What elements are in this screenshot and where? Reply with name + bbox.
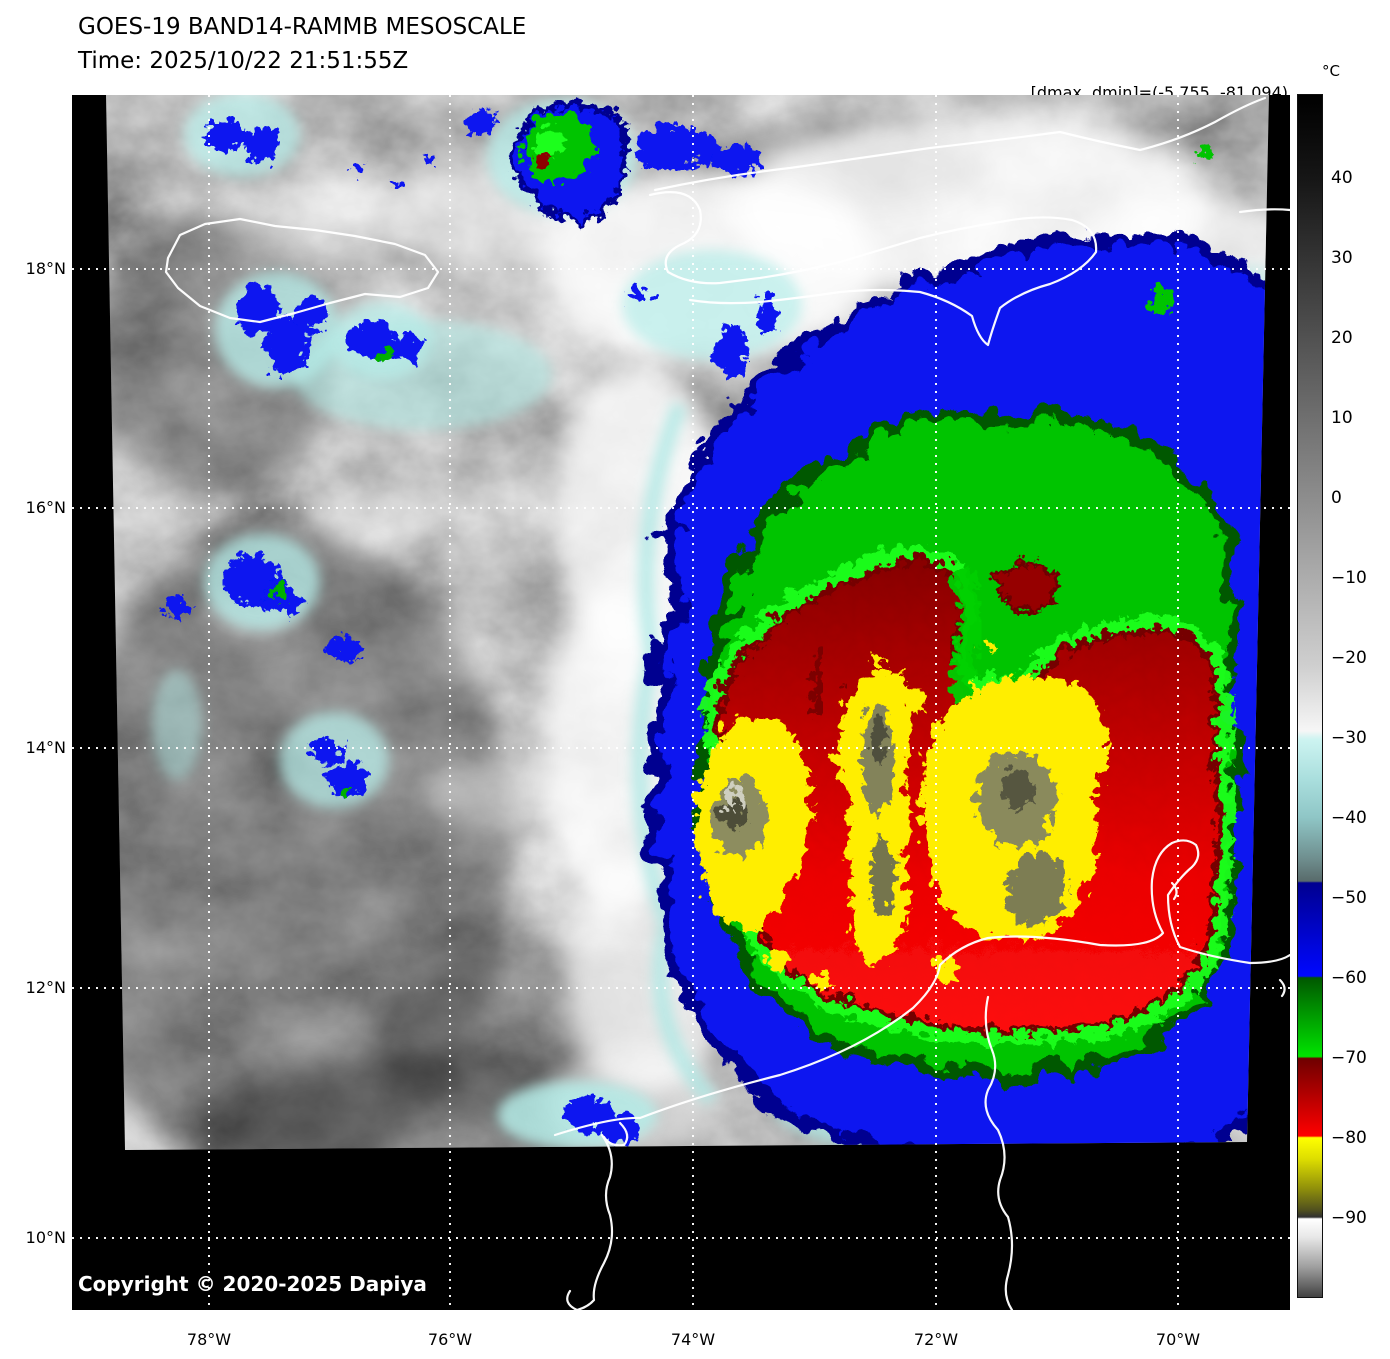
cbar-tick: −10 xyxy=(1331,568,1367,588)
coastline-hispaniola-north xyxy=(653,96,1267,192)
cbar-tick: 40 xyxy=(1331,168,1353,188)
satellite-scene xyxy=(72,95,1292,1312)
cbar-tick: −20 xyxy=(1331,648,1367,668)
cbar-tick: 10 xyxy=(1331,408,1353,428)
dark-red-sliver xyxy=(806,640,820,710)
lat-label: 14°N xyxy=(25,738,66,757)
lat-label: 18°N xyxy=(25,259,66,278)
lon-label: 78°W xyxy=(186,1330,232,1349)
scattered-convective-cells xyxy=(162,97,758,1139)
cbar-tick: 20 xyxy=(1331,328,1353,348)
cell-top-center xyxy=(506,97,758,225)
lat-label: 16°N xyxy=(25,498,66,517)
timestamp: Time: 2025/10/22 21:51:55Z xyxy=(78,48,409,74)
lat-label: 12°N xyxy=(25,978,66,997)
lon-label: 72°W xyxy=(913,1330,959,1349)
coastlines xyxy=(164,96,1292,1312)
detached-red-overshoot-dot xyxy=(992,556,1052,608)
olive-gray-overshoot-cores xyxy=(708,700,1062,921)
cbar-tick: −80 xyxy=(1331,1128,1367,1148)
coastline-hispaniola-south xyxy=(648,191,1098,347)
cbar-tick: 0 xyxy=(1331,488,1342,508)
island-curacao xyxy=(1170,881,1178,901)
lon-label: 74°W xyxy=(670,1330,716,1349)
hurricane-melissa-core xyxy=(635,144,1269,1150)
dark-red-speck xyxy=(835,678,845,688)
latlon-gridlines xyxy=(72,95,1290,1310)
cells-south-of-jamaica xyxy=(232,279,658,370)
cbar-tick: −60 xyxy=(1331,968,1367,988)
colorbar-unit-label: °C xyxy=(1322,62,1340,80)
lon-label: 76°W xyxy=(427,1330,473,1349)
coastline-dr-east xyxy=(1238,208,1292,214)
cbar-tick: −90 xyxy=(1331,1208,1367,1228)
temperature-colorbar xyxy=(1297,94,1323,1298)
copyright-watermark: Copyright © 2020-2025 Dapiya xyxy=(78,1272,427,1296)
page-title: GOES-19 BAND14-RAMMB MESOSCALE xyxy=(78,14,527,40)
blue-fingers-north xyxy=(713,290,772,373)
lat-label: 10°N xyxy=(25,1228,66,1247)
cbar-tick: −70 xyxy=(1331,1048,1367,1068)
coastline-south-america-main xyxy=(553,839,1292,1137)
cbar-tick: 30 xyxy=(1331,248,1353,268)
coastline-venezuela-south xyxy=(984,995,1014,1312)
cells-northwest xyxy=(200,105,491,185)
cbar-tick: −50 xyxy=(1331,888,1367,908)
cbar-tick: −40 xyxy=(1331,808,1367,828)
lon-label: 70°W xyxy=(1155,1330,1201,1349)
satellite-map: Copyright © 2020-2025 Dapiya xyxy=(72,95,1292,1312)
cells-west-center xyxy=(162,549,362,792)
green-specks-ne xyxy=(943,144,1206,1059)
island-right-edge xyxy=(1278,978,1286,998)
coastline-colombia-south xyxy=(566,1133,614,1312)
cbar-tick: −30 xyxy=(1331,728,1367,748)
coastline-jamaica xyxy=(164,217,440,324)
coastline-cartagena-hook xyxy=(602,1121,629,1147)
